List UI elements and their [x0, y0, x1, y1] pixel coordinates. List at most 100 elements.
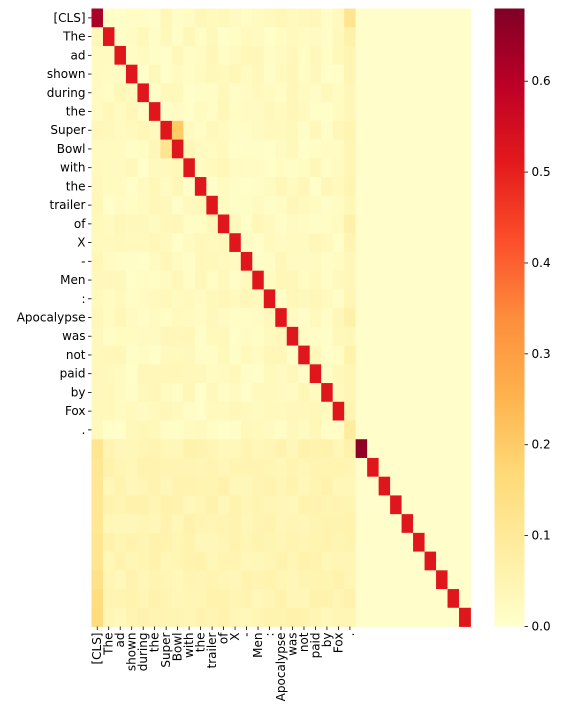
- heatmap-cell: [378, 457, 391, 478]
- heatmap-cell: [390, 195, 402, 215]
- x-tick-label: the: [148, 633, 162, 653]
- x-tick-label: shown: [125, 633, 139, 672]
- heatmap-cell: [148, 177, 161, 197]
- heatmap-cell: [390, 83, 402, 103]
- heatmap-cell: [217, 233, 230, 253]
- heatmap-cell: [424, 308, 437, 328]
- heatmap-cell: [275, 195, 288, 215]
- heatmap-cell: [413, 45, 425, 66]
- heatmap-cell: [424, 514, 437, 534]
- heatmap-cell: [171, 439, 184, 459]
- heatmap-cell: [160, 270, 173, 290]
- heatmap-cell: [194, 139, 207, 159]
- heatmap-cell: [240, 383, 253, 403]
- heatmap-cell: [194, 383, 207, 403]
- heatmap-cell: [206, 495, 219, 515]
- heatmap-cell: [171, 495, 184, 515]
- heatmap-cell: [114, 607, 127, 627]
- heatmap-cell: [171, 102, 184, 122]
- heatmap-cell: [252, 589, 265, 609]
- heatmap-cell: [252, 514, 265, 534]
- heatmap-cell: [125, 532, 138, 552]
- heatmap-cell: [206, 251, 219, 272]
- heatmap-cell: [229, 514, 242, 534]
- heatmap-cell: [344, 326, 357, 346]
- y-tick-label: X: [77, 236, 85, 250]
- x-tick-label: .: [343, 633, 357, 637]
- heatmap-cell: [125, 64, 138, 84]
- heatmap-cell: [263, 214, 276, 234]
- heatmap-cell: [390, 251, 402, 272]
- heatmap-cell: [229, 457, 242, 478]
- heatmap-cell: [321, 570, 334, 590]
- heatmap-cell: [298, 64, 311, 84]
- heatmap-cell: [424, 495, 437, 515]
- heatmap-cell: [194, 27, 207, 47]
- heatmap-cell: [252, 383, 265, 403]
- heatmap-cell: [114, 270, 127, 290]
- heatmap-cell: [424, 233, 437, 253]
- heatmap-cell: [309, 139, 322, 159]
- heatmap-cell: [367, 8, 380, 28]
- heatmap-cell: [183, 102, 196, 122]
- heatmap-cell: [148, 195, 161, 215]
- heatmap-cell: [252, 27, 265, 47]
- heatmap-cell: [321, 345, 334, 365]
- heatmap-cell: [447, 383, 460, 403]
- heatmap-cell: [217, 476, 230, 496]
- x-tick-label: was: [285, 633, 299, 656]
- heatmap-cell: [125, 345, 138, 365]
- heatmap-cell: [229, 570, 242, 590]
- heatmap-cell: [252, 102, 265, 122]
- heatmap-cell: [171, 8, 184, 28]
- heatmap-cell: [114, 514, 127, 534]
- heatmap-cell: [413, 589, 425, 609]
- heatmap-cell: [378, 8, 391, 28]
- heatmap-cell: [367, 345, 380, 365]
- heatmap-cell: [137, 270, 150, 290]
- heatmap-cell: [125, 308, 138, 328]
- heatmap-cell: [355, 345, 368, 365]
- heatmap-cell: [91, 139, 104, 159]
- heatmap-cell: [252, 289, 265, 309]
- heatmap-cell: [183, 83, 196, 103]
- heatmap-cell: [298, 476, 311, 496]
- heatmap-cell: [459, 607, 471, 627]
- heatmap-cell: [413, 383, 425, 403]
- heatmap-cell: [229, 495, 242, 515]
- heatmap-cell: [459, 345, 471, 365]
- heatmap-cell: [401, 532, 414, 552]
- heatmap-cell: [263, 120, 276, 140]
- heatmap-cell: [332, 457, 345, 478]
- heatmap-cell: [344, 308, 357, 328]
- heatmap-cell: [137, 289, 150, 309]
- heatmap-cell: [436, 532, 448, 552]
- heatmap-cell: [206, 158, 219, 178]
- heatmap-cell: [125, 233, 138, 253]
- heatmap-cell: [286, 177, 299, 197]
- heatmap-cell: [217, 570, 230, 590]
- heatmap-cell: [183, 45, 196, 66]
- heatmap-cell: [344, 476, 357, 496]
- heatmap-cell: [367, 177, 380, 197]
- x-tick-label: with: [182, 633, 196, 658]
- heatmap-cell: [436, 83, 448, 103]
- heatmap-cell: [263, 551, 276, 571]
- heatmap-cell: [367, 326, 380, 346]
- heatmap-cell: [447, 270, 460, 290]
- heatmap-cell: [355, 570, 368, 590]
- heatmap-cell: [275, 158, 288, 178]
- heatmap-cell: [332, 551, 345, 571]
- heatmap-cell: [286, 439, 299, 459]
- heatmap-cell: [160, 120, 173, 140]
- heatmap-cell: [436, 195, 448, 215]
- heatmap-cell: [390, 383, 402, 403]
- heatmap-cell: [344, 570, 357, 590]
- heatmap-cell: [102, 589, 115, 609]
- heatmap-cell: [436, 326, 448, 346]
- heatmap-cell: [194, 420, 207, 440]
- heatmap-cell: [206, 476, 219, 496]
- y-tick-label: the: [66, 179, 86, 193]
- heatmap-cell: [91, 326, 104, 346]
- heatmap-cell: [102, 570, 115, 590]
